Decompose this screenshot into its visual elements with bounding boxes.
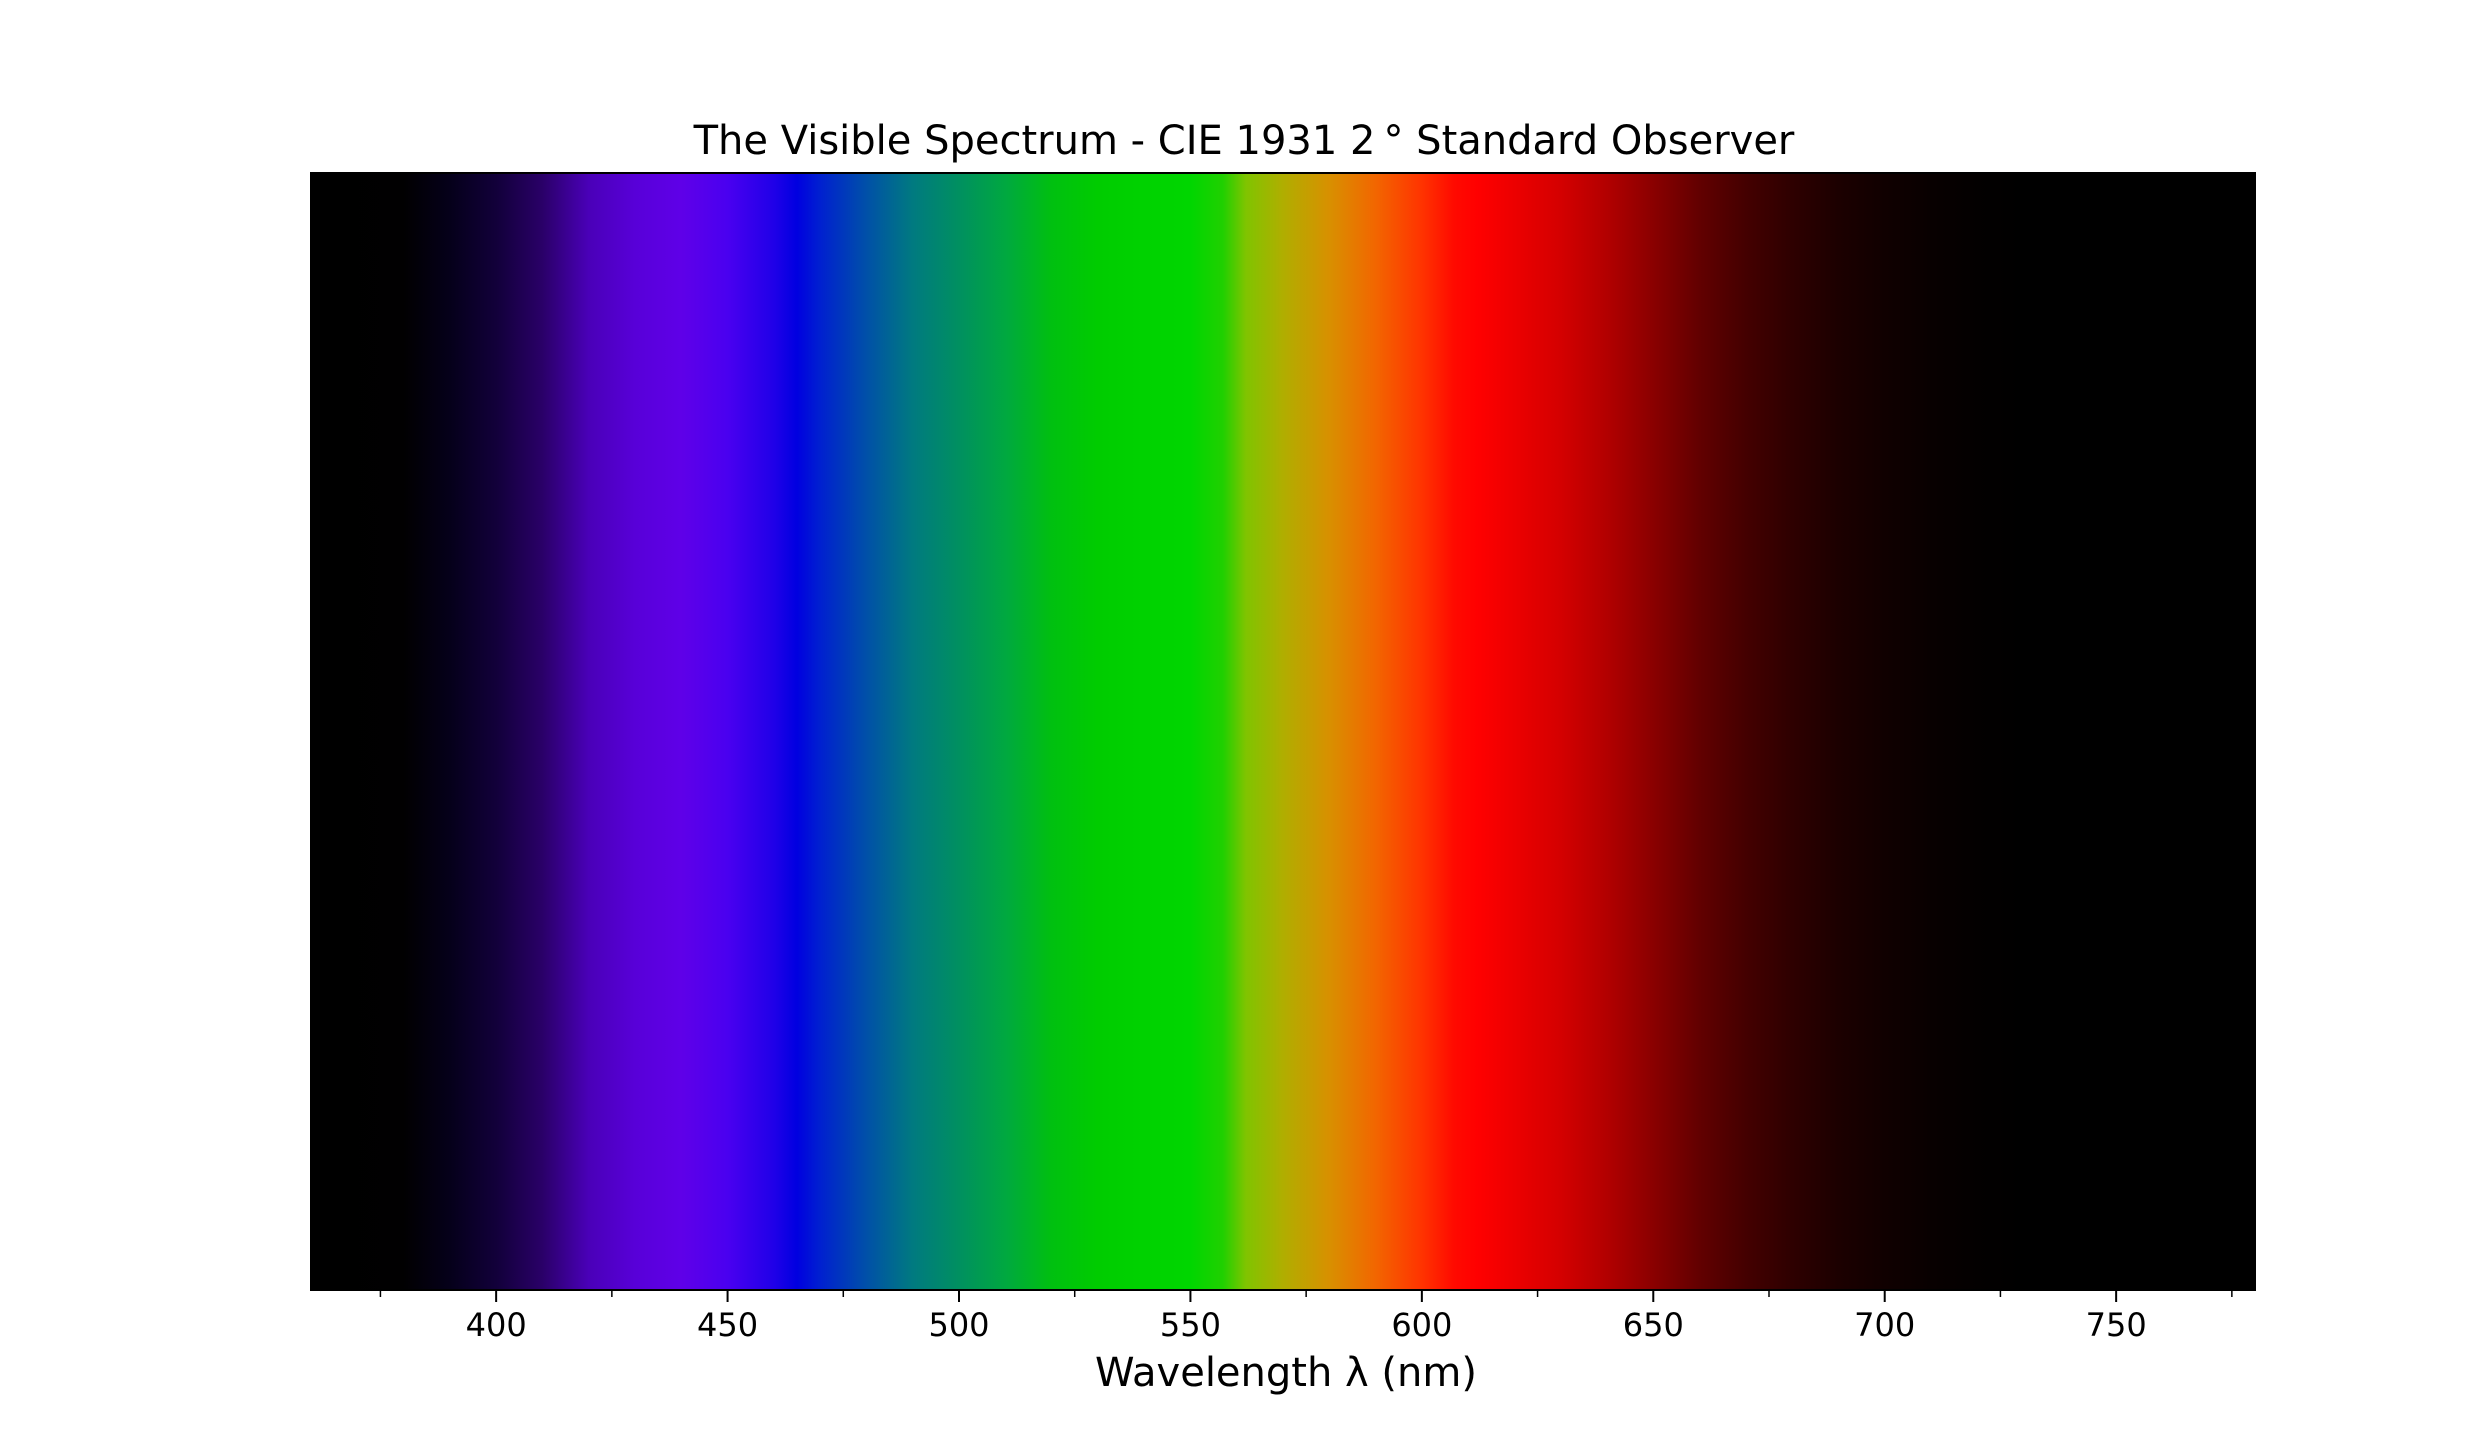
tick-label-600: 600 (1391, 1306, 1452, 1344)
plot-frame (310, 172, 2256, 1291)
tick-label-750: 750 (2086, 1306, 2147, 1344)
tick-label-550: 550 (1160, 1306, 1221, 1344)
tick-label-650: 650 (1623, 1306, 1684, 1344)
tick-label-700: 700 (1854, 1306, 1915, 1344)
x-axis-label: Wavelength λ (nm) (1095, 1350, 1477, 1396)
spectrum-band (311, 173, 2255, 1290)
tick-label-450: 450 (697, 1306, 758, 1344)
chart-title: The Visible Spectrum - CIE 1931 2 ° Stan… (693, 118, 1795, 164)
tick-label-400: 400 (466, 1306, 527, 1344)
x-axis-ticks: 400 450 500 550 600 650 700 750 (379, 1290, 2233, 1344)
tick-label-500: 500 (928, 1306, 989, 1344)
